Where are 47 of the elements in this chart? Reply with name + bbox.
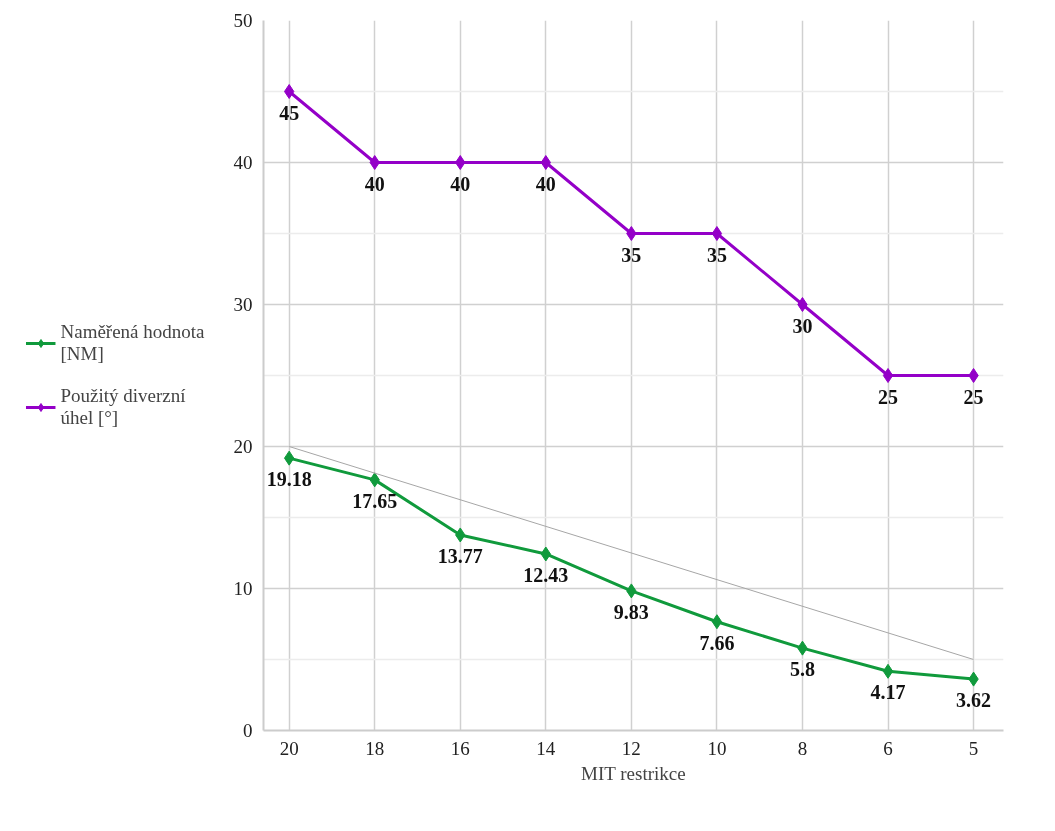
point	[455, 155, 466, 170]
data-label: 35	[621, 243, 642, 266]
point	[882, 368, 894, 383]
x-tick-label: 10	[707, 737, 727, 759]
data-label: 25	[963, 385, 984, 408]
data-label: 5.8	[789, 658, 815, 681]
data-label: 12.43	[523, 563, 569, 586]
point	[711, 226, 723, 241]
y-tick-label: 50	[233, 10, 253, 31]
legend-label: Použitý diverzní úhel [°]	[60, 385, 186, 429]
data-label: 40	[364, 172, 385, 195]
data-label: 4.17	[870, 681, 906, 704]
x-tick-label: 14	[536, 737, 556, 759]
data-label: 13.77	[437, 544, 483, 567]
data-label: 40	[535, 172, 556, 195]
point	[711, 614, 723, 630]
data-label: 25	[878, 385, 899, 408]
point	[284, 84, 295, 99]
legend-label: Naměřená hodnota [NM]	[60, 321, 205, 365]
x-tick-label: 16	[450, 737, 470, 759]
data-label: 17.65	[352, 489, 398, 512]
y-tick-label: 20	[233, 436, 253, 457]
x-axis-title: MIT restrikce	[581, 762, 686, 784]
x-tick-label: 5	[968, 737, 979, 759]
data-label: 30	[792, 314, 813, 337]
x-tick-label: 20	[279, 737, 299, 759]
x-tick-label: 12	[621, 737, 641, 759]
point	[540, 155, 551, 170]
y-tick-label: 30	[233, 294, 253, 315]
x-tick-label: 18	[365, 737, 385, 759]
data-label: 9.83	[613, 600, 649, 623]
y-tick-label: 0	[243, 720, 253, 741]
data-label: 7.66	[699, 631, 735, 654]
point	[797, 297, 808, 312]
data-label: 19.18	[266, 468, 312, 491]
point	[626, 226, 637, 241]
y-tick-label: 10	[233, 578, 253, 599]
data-label: 45	[279, 101, 300, 124]
data-label: 3.62	[956, 689, 992, 712]
data-label: 40	[450, 172, 471, 195]
x-tick-label: 8	[797, 737, 808, 759]
data-label: 35	[706, 243, 727, 266]
point	[968, 368, 979, 383]
y-tick-label: 40	[233, 152, 253, 173]
point	[369, 155, 380, 170]
x-tick-label: 6	[883, 737, 893, 759]
point	[882, 663, 894, 679]
